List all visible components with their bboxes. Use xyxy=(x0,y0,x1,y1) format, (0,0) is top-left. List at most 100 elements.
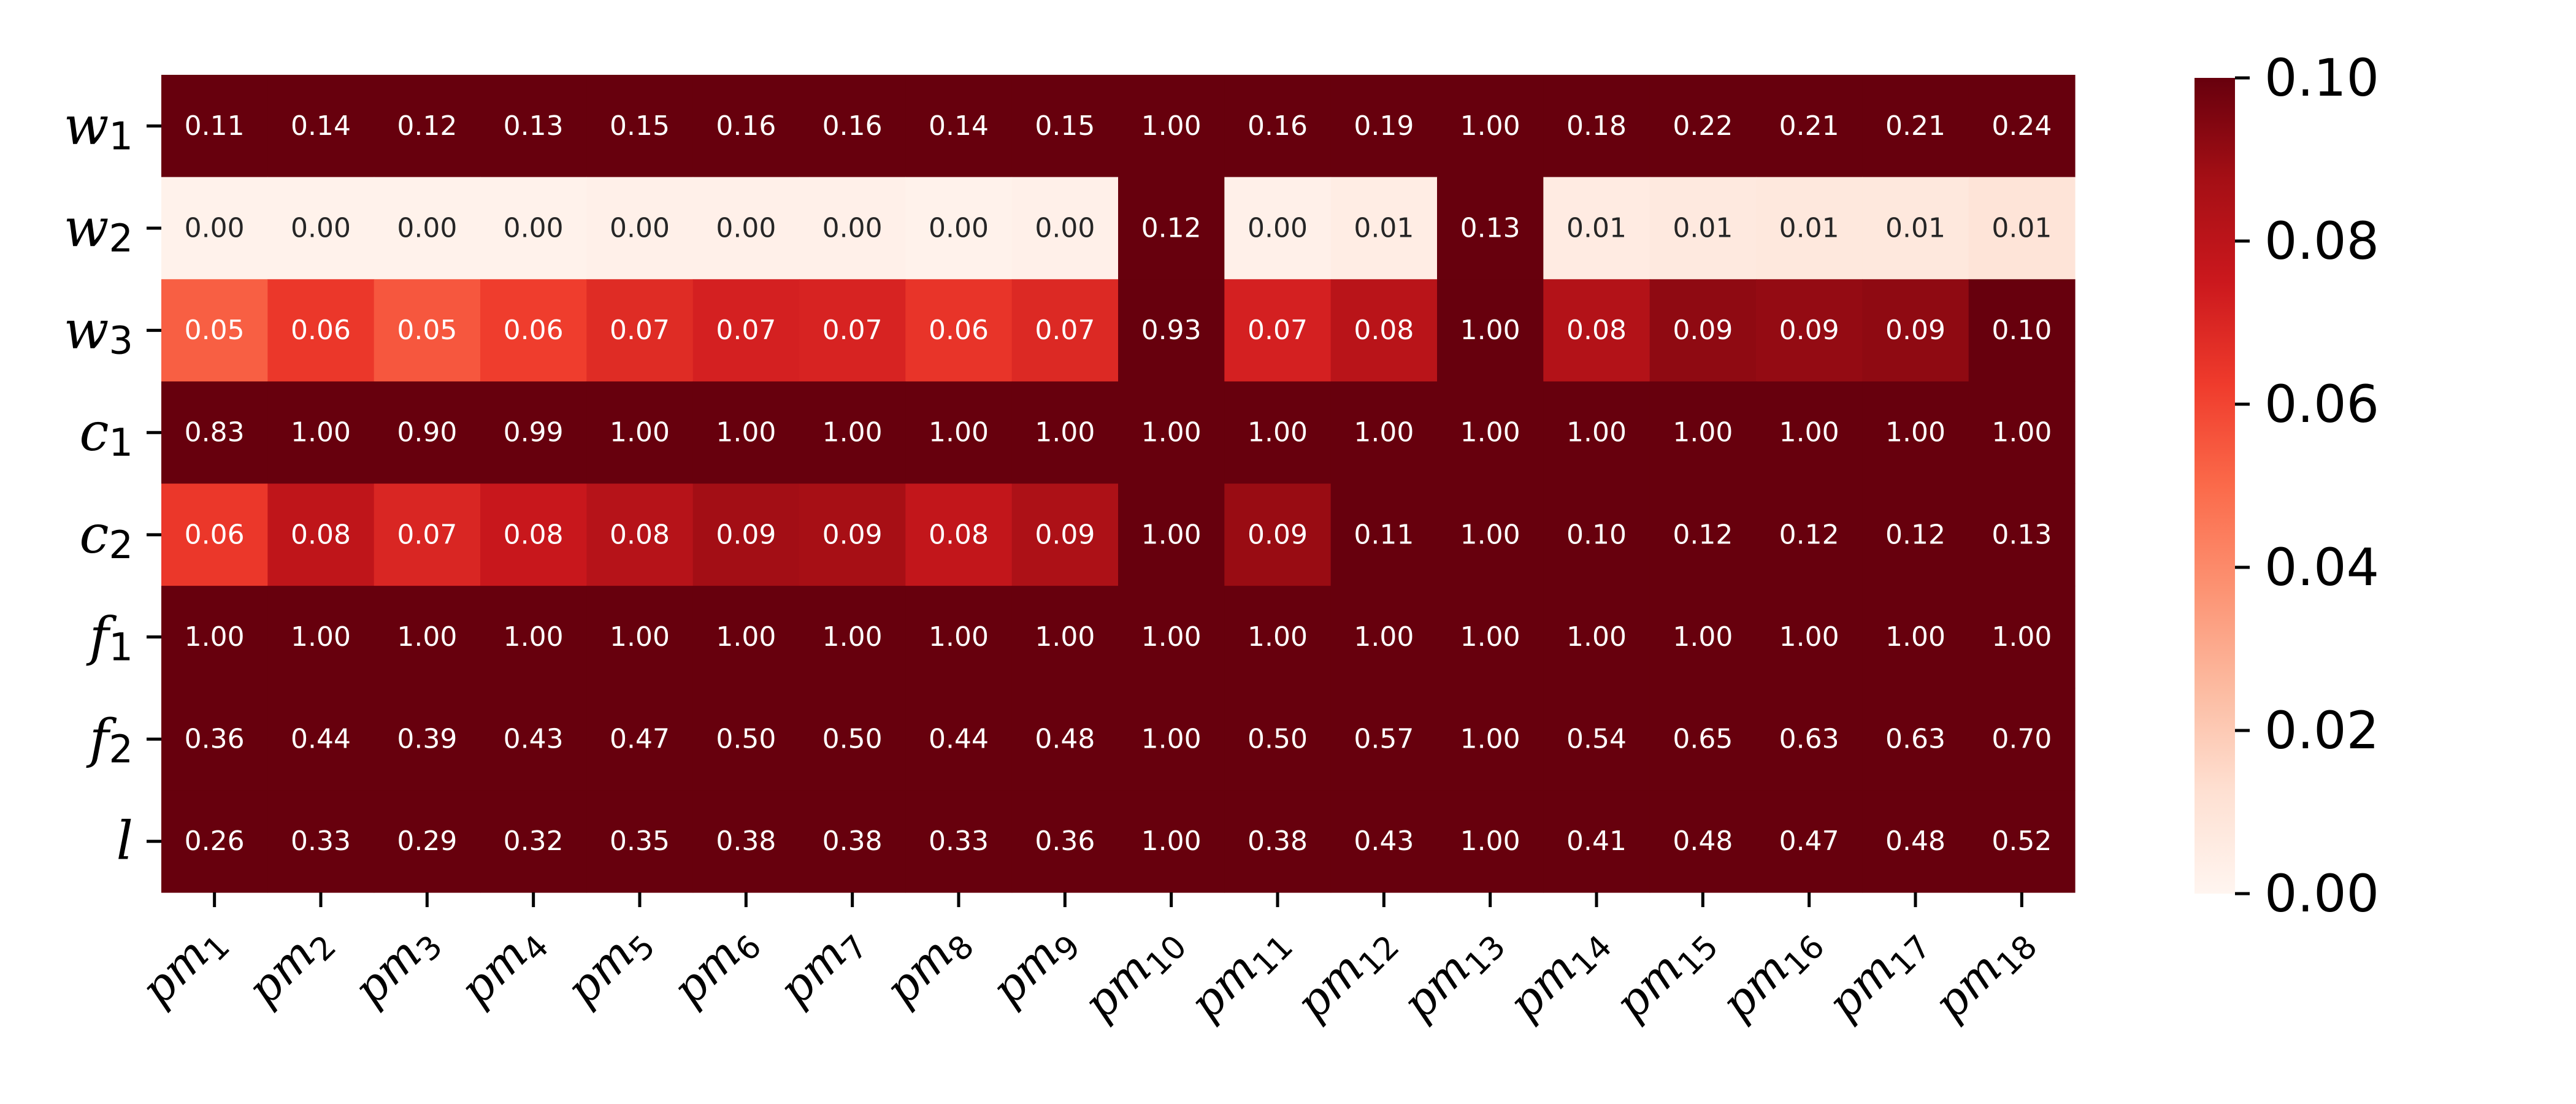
cell-value-label-r2-c2: 0.05 xyxy=(397,315,457,346)
cell-value-label-r7-c1: 0.33 xyxy=(291,826,351,857)
column-label-10: pm11 xyxy=(1179,913,1300,1034)
column-label-4: pm5 xyxy=(556,913,662,1020)
cell-value-label-r4-c3: 0.08 xyxy=(504,519,564,550)
heatmap-cell-r0-c15 xyxy=(1756,75,1863,178)
cell-value-label-r1-c16: 0.01 xyxy=(1885,212,1945,243)
heatmap-cell-r2-c13 xyxy=(1543,279,1650,382)
heatmap-cell-r2-c9 xyxy=(1118,279,1225,382)
row-label-3: c1 xyxy=(79,402,133,465)
cell-value-label-r7-c16: 0.48 xyxy=(1885,826,1945,857)
cell-value-label-r5-c1: 1.00 xyxy=(291,621,351,653)
heatmap-cell-r7-c17 xyxy=(1968,790,2076,893)
cell-value-label-r7-c9: 1.00 xyxy=(1141,826,1202,857)
cell-value-label-r1-c17: 0.01 xyxy=(1991,212,2052,243)
cell-value-label-r3-c13: 1.00 xyxy=(1566,417,1627,448)
heatmap-cell-r4-c2 xyxy=(374,483,481,586)
cell-value-label-r0-c14: 0.22 xyxy=(1673,110,1733,142)
cell-value-label-r4-c1: 0.08 xyxy=(291,519,351,550)
heatmap-cell-r7-c13 xyxy=(1543,790,1650,893)
cell-value-label-r4-c0: 0.06 xyxy=(185,519,245,550)
heatmap-cell-r5-c17 xyxy=(1968,586,2076,689)
colorbar-tick-label-5: 0.10 xyxy=(2264,48,2379,108)
colorbar-tick-label-0: 0.00 xyxy=(2264,864,2379,924)
heatmap-cell-r1-c12 xyxy=(1437,177,1544,280)
heatmap-cell-r3-c2 xyxy=(374,381,481,485)
heatmap-cell-r1-c11 xyxy=(1330,177,1438,280)
heatmap-cell-r4-c6 xyxy=(799,483,906,586)
heatmap-cell-r4-c10 xyxy=(1224,483,1332,586)
cell-value-label-r1-c7: 0.00 xyxy=(929,212,989,243)
cell-value-label-r6-c0: 0.36 xyxy=(185,724,245,755)
cell-value-label-r0-c17: 0.24 xyxy=(1991,110,2052,142)
cell-value-label-r1-c3: 0.00 xyxy=(504,212,564,243)
row-label-6: f2 xyxy=(86,708,133,772)
heatmap-cell-r3-c10 xyxy=(1224,381,1332,485)
heatmap-cell-r5-c11 xyxy=(1330,586,1438,689)
heatmap-cell-r3-c8 xyxy=(1011,381,1119,485)
heatmap-cell-r7-c7 xyxy=(905,790,1013,893)
heatmap-cell-r3-c4 xyxy=(586,381,694,485)
heatmap-cell-r6-c14 xyxy=(1649,688,1757,791)
heatmap-cell-r7-c1 xyxy=(267,790,375,893)
cell-value-label-r2-c4: 0.07 xyxy=(610,315,670,346)
heatmap-cell-r1-c14 xyxy=(1649,177,1757,280)
cell-value-label-r4-c5: 0.09 xyxy=(716,519,776,550)
cell-value-label-r2-c12: 1.00 xyxy=(1460,315,1520,346)
cell-value-label-r0-c5: 0.16 xyxy=(716,110,776,142)
cell-value-label-r4-c16: 0.12 xyxy=(1885,519,1945,550)
cell-value-label-r3-c3: 0.99 xyxy=(504,417,564,448)
cell-value-label-r3-c2: 0.90 xyxy=(397,417,457,448)
heatmap-cell-r2-c10 xyxy=(1224,279,1332,382)
heatmap-cell-r5-c10 xyxy=(1224,586,1332,689)
heatmap-cell-r1-c8 xyxy=(1011,177,1119,280)
cell-value-label-r6-c13: 0.54 xyxy=(1566,724,1627,755)
cell-value-label-r6-c17: 0.70 xyxy=(1991,724,2052,755)
heatmap-cell-r3-c13 xyxy=(1543,381,1650,485)
cell-value-label-r3-c6: 1.00 xyxy=(822,417,883,448)
heatmap-cell-r5-c7 xyxy=(905,586,1013,689)
heatmap-cell-r4-c14 xyxy=(1649,483,1757,586)
heatmap-cell-r6-c0 xyxy=(161,688,268,791)
heatmap-cell-r2-c5 xyxy=(692,279,800,382)
heatmap-cell-r2-c11 xyxy=(1330,279,1438,382)
heatmap-cell-r0-c11 xyxy=(1330,75,1438,178)
cell-value-label-r3-c14: 1.00 xyxy=(1673,417,1733,448)
heatmap-cell-r1-c13 xyxy=(1543,177,1650,280)
column-label-3: pm4 xyxy=(450,913,556,1020)
heatmap-cell-r1-c2 xyxy=(374,177,481,280)
column-label-7: pm8 xyxy=(875,913,981,1020)
heatmap-cell-r1-c3 xyxy=(480,177,587,280)
cell-value-label-r7-c15: 0.47 xyxy=(1779,826,1839,857)
row-label-1: w2 xyxy=(64,197,133,261)
cell-value-label-r1-c12: 0.13 xyxy=(1460,212,1520,243)
heatmap-cell-r6-c16 xyxy=(1862,688,1969,791)
heatmap-cell-r4-c0 xyxy=(161,483,268,586)
cell-value-label-r3-c17: 1.00 xyxy=(1991,417,2052,448)
cell-value-label-r4-c11: 0.11 xyxy=(1354,519,1414,550)
cell-value-label-r4-c12: 1.00 xyxy=(1460,519,1520,550)
heatmap-cell-r2-c4 xyxy=(586,279,694,382)
heatmap-cell-r7-c6 xyxy=(799,790,906,893)
cell-value-label-r3-c5: 1.00 xyxy=(716,417,776,448)
heatmap-cell-r5-c14 xyxy=(1649,586,1757,689)
heatmap-cell-r5-c16 xyxy=(1862,586,1969,689)
heatmap-cell-r0-c17 xyxy=(1968,75,2076,178)
heatmap-cell-r7-c16 xyxy=(1862,790,1969,893)
cell-value-label-r5-c15: 1.00 xyxy=(1779,621,1839,653)
cell-value-label-r1-c1: 0.00 xyxy=(291,212,351,243)
column-label-1: pm2 xyxy=(237,913,343,1020)
heatmap-cell-r6-c8 xyxy=(1011,688,1119,791)
cell-value-label-r1-c14: 0.01 xyxy=(1673,212,1733,243)
cell-value-label-r6-c12: 1.00 xyxy=(1460,724,1520,755)
heatmap-cell-r0-c16 xyxy=(1862,75,1969,178)
cell-value-label-r6-c10: 0.50 xyxy=(1248,724,1308,755)
cell-value-label-r0-c7: 0.14 xyxy=(929,110,989,142)
cell-value-label-r0-c10: 0.16 xyxy=(1248,110,1308,142)
heatmap-cell-r2-c12 xyxy=(1437,279,1544,382)
column-label-5: pm6 xyxy=(662,913,769,1020)
cell-value-label-r0-c15: 0.21 xyxy=(1779,110,1839,142)
heatmap-cell-r0-c3 xyxy=(480,75,587,178)
heatmap-cell-r4-c8 xyxy=(1011,483,1119,586)
heatmap-cell-r2-c16 xyxy=(1862,279,1969,382)
